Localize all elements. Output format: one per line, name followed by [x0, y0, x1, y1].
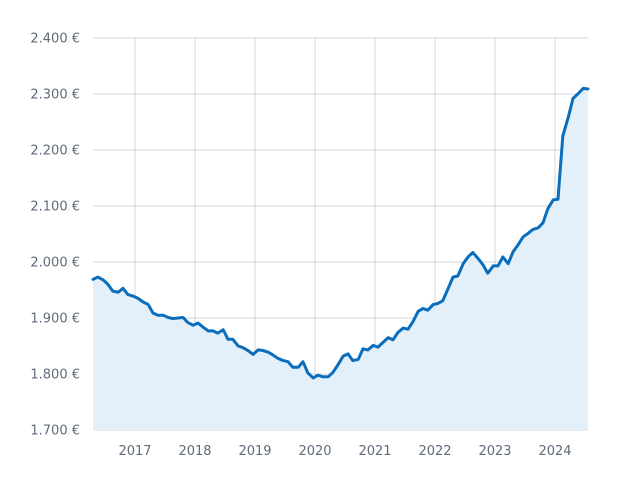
x-tick-label: 2021 [358, 444, 391, 459]
y-tick-label: 1.900 € [30, 312, 80, 327]
y-tick-label: 1.800 € [30, 368, 80, 383]
x-axis-ticks: 2017 2018 2019 2020 2021 2022 2023 2024 [118, 444, 571, 459]
x-tick-label: 2018 [178, 444, 211, 459]
x-tick-label: 2024 [538, 444, 571, 459]
x-tick-label: 2022 [418, 444, 451, 459]
series-line [91, 86, 590, 380]
y-tick-label: 2.000 € [30, 256, 80, 271]
x-tick-label: 2020 [298, 444, 331, 459]
x-tick-label: 2019 [238, 444, 271, 459]
y-tick-label: 1.700 € [30, 424, 80, 439]
area-layer [93, 88, 588, 431]
x-tick-label: 2017 [118, 444, 151, 459]
y-axis-ticks: 1.700 € 1.800 € 1.900 € 2.000 € 2.100 € 2.200… [30, 32, 80, 439]
y-tick-label: 2.400 € [30, 32, 80, 47]
y-tick-label: 2.200 € [30, 144, 80, 159]
line-layer [91, 86, 590, 380]
x-tick-label: 2023 [478, 444, 511, 459]
y-tick-label: 2.300 € [30, 88, 80, 103]
series-area [93, 88, 588, 431]
y-tick-label: 2.100 € [30, 200, 80, 215]
